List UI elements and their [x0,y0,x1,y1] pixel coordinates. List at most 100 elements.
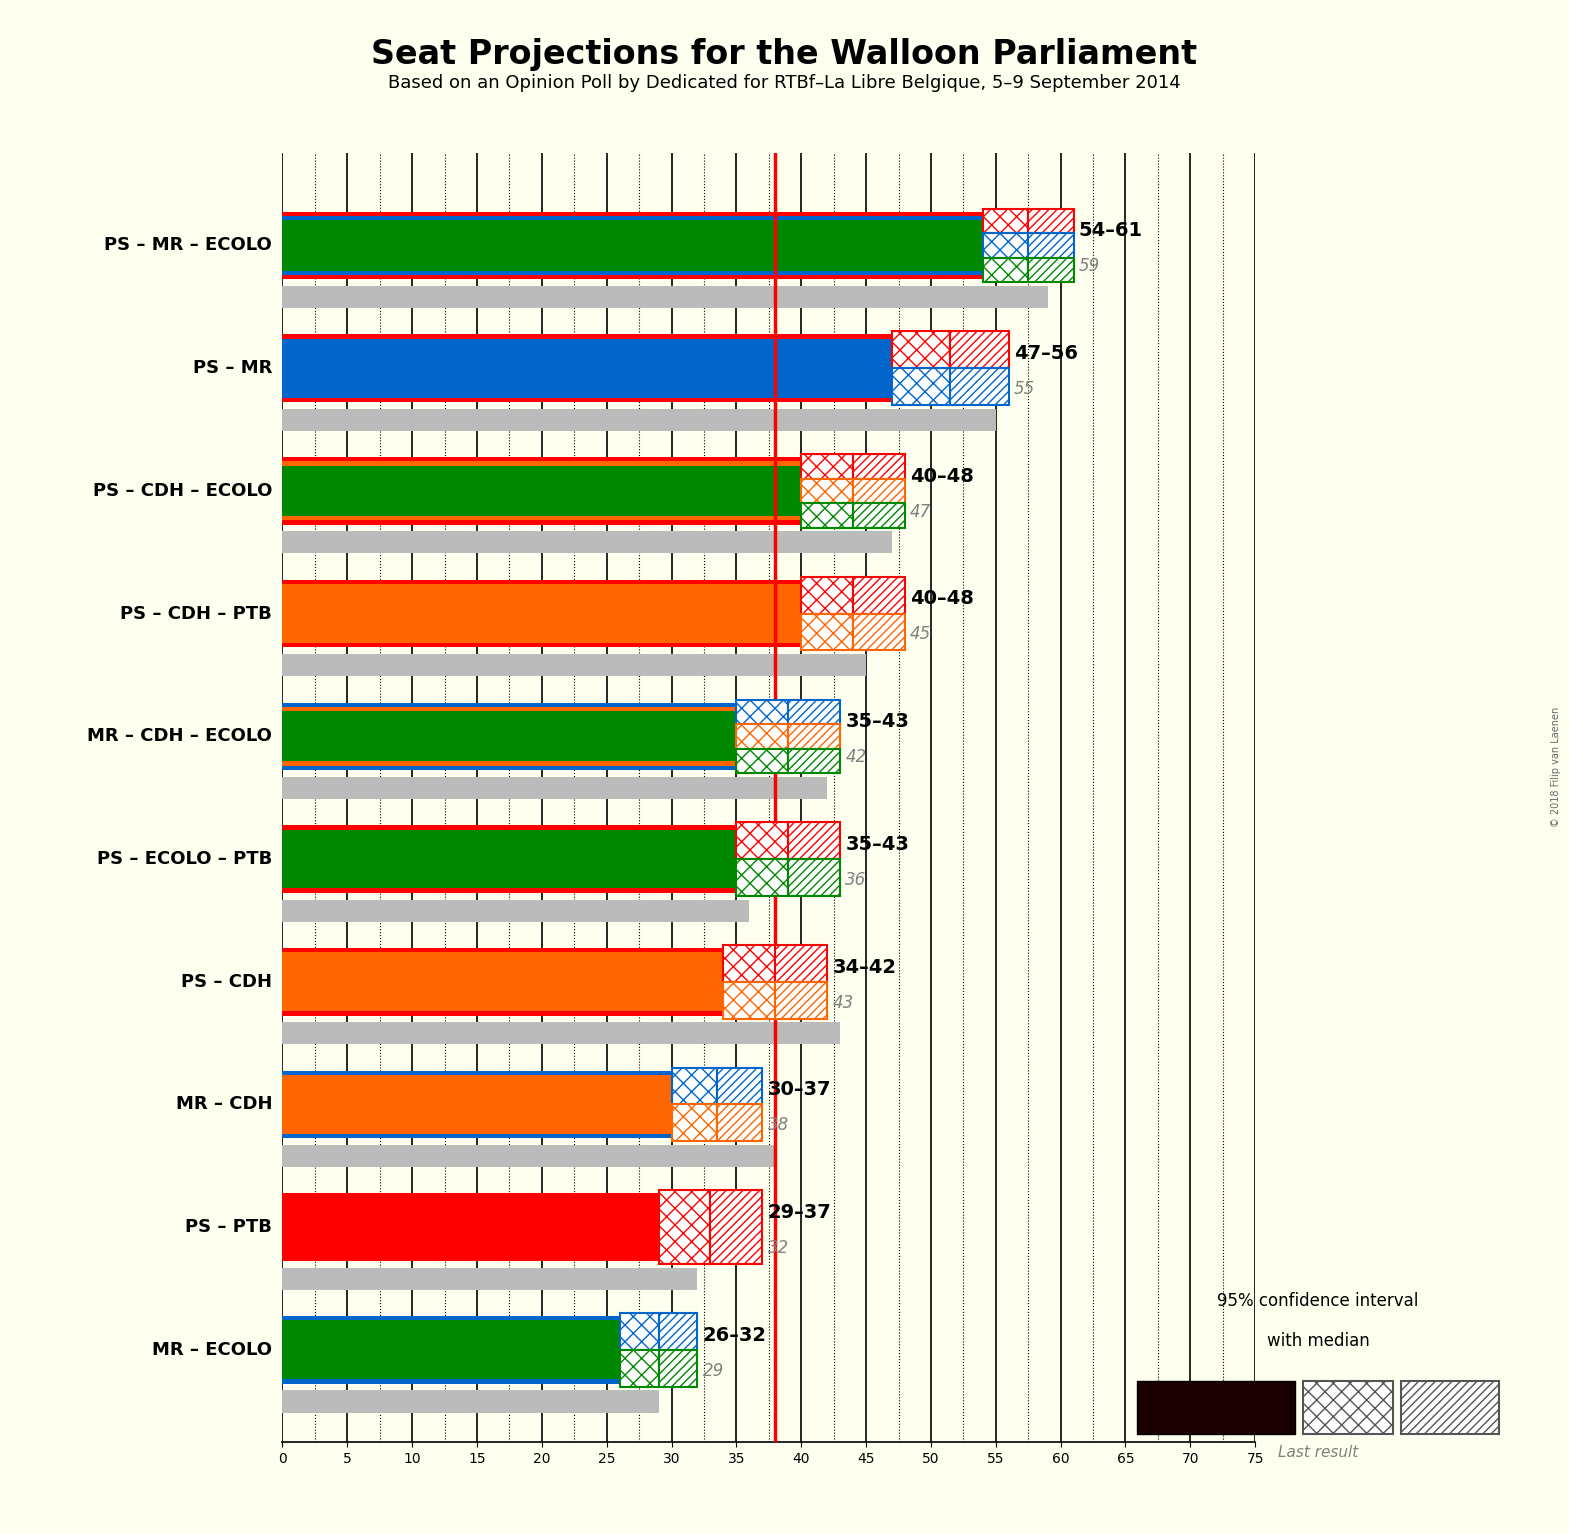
Text: 47: 47 [910,503,932,520]
Bar [775,945,827,982]
Bar [1028,233,1073,258]
Bar [802,479,854,503]
Bar [282,1022,839,1045]
Bar [282,1321,659,1379]
Bar [723,945,775,982]
Text: 54–61: 54–61 [1079,221,1142,241]
Bar [1302,1381,1393,1434]
Text: 32: 32 [767,1239,789,1256]
Bar [282,707,802,765]
Bar [282,408,996,431]
Text: Based on an Opinion Poll by Dedicated for RTBf–La Libre Belgique, 5–9 September : Based on an Opinion Poll by Dedicated fo… [388,74,1181,92]
Bar [282,653,866,676]
Bar [951,331,1009,368]
Bar [282,899,750,922]
Text: 40–48: 40–48 [910,589,974,609]
Bar [282,703,839,770]
Bar [802,503,854,528]
Bar [736,724,788,749]
Bar [1028,209,1073,233]
Text: 38: 38 [767,1117,789,1134]
Bar [282,1071,763,1138]
Text: 34–42: 34–42 [833,957,896,977]
Bar [672,1068,717,1104]
Bar [282,580,905,647]
Text: with median: with median [1266,1332,1370,1350]
Bar [282,466,827,515]
Bar [282,221,1009,270]
Text: 35–43: 35–43 [846,712,908,732]
Bar [982,233,1028,258]
Text: 47–56: 47–56 [1014,344,1078,364]
Text: PS – ECOLO – PTB: PS – ECOLO – PTB [97,850,271,868]
Bar [717,1104,763,1141]
Bar [282,584,866,643]
Bar [723,982,775,1019]
Bar [736,749,788,773]
Bar [282,1193,763,1261]
Bar [282,1390,659,1413]
Bar [802,614,854,650]
Bar [736,859,788,896]
Bar [788,859,839,896]
Bar [982,258,1028,282]
Text: 43: 43 [833,994,854,1011]
Bar [854,503,905,528]
Bar [788,700,839,724]
Bar [282,285,1048,308]
Bar [893,331,951,368]
Text: 45: 45 [910,626,932,643]
Bar [736,822,788,859]
Text: 26–32: 26–32 [703,1325,767,1345]
Bar [788,724,839,749]
Bar [951,368,1009,405]
Bar [717,1068,763,1104]
Text: Seat Projections for the Walloon Parliament: Seat Projections for the Walloon Parliam… [372,38,1197,72]
Bar [282,825,839,893]
Bar [672,1104,717,1141]
Bar [659,1313,698,1350]
Bar [282,776,827,799]
Text: © 2018 Filip van Laenen: © 2018 Filip van Laenen [1552,707,1561,827]
Bar [282,339,996,397]
Text: MR – CDH: MR – CDH [176,1095,271,1114]
Text: 29–37: 29–37 [767,1203,832,1223]
Bar [982,209,1028,233]
Text: 30–37: 30–37 [767,1080,832,1100]
Text: 59: 59 [1079,258,1100,275]
Bar [659,1350,698,1387]
Bar [620,1313,659,1350]
Bar [893,368,951,405]
Bar [802,454,854,479]
Bar [620,1350,659,1387]
Bar [788,749,839,773]
Text: 95% confidence interval: 95% confidence interval [1218,1292,1418,1310]
Text: PS – PTB: PS – PTB [185,1218,271,1236]
Bar [659,1190,711,1264]
Bar [802,577,854,614]
Bar [282,1267,698,1290]
Bar [282,334,1009,402]
Text: 42: 42 [846,749,866,765]
Bar [1138,1381,1296,1434]
Bar [282,948,827,1016]
Bar [736,700,788,724]
Bar [282,712,763,761]
Text: 40–48: 40–48 [910,466,974,486]
Text: PS – MR – ECOLO: PS – MR – ECOLO [104,236,271,255]
Text: Last result: Last result [1277,1445,1359,1460]
Text: 55: 55 [1014,380,1036,397]
Text: 36: 36 [846,871,866,888]
Bar [282,457,905,525]
Text: 35–43: 35–43 [846,834,908,854]
Text: MR – ECOLO: MR – ECOLO [152,1341,271,1359]
Text: 29: 29 [703,1362,723,1379]
Bar [854,614,905,650]
Bar [854,479,905,503]
Bar [282,216,1048,275]
Bar [1401,1381,1498,1434]
Bar [282,830,788,888]
Text: PS – CDH – PTB: PS – CDH – PTB [121,604,271,623]
Bar [282,531,893,554]
Text: MR – CDH – ECOLO: MR – CDH – ECOLO [88,727,271,746]
